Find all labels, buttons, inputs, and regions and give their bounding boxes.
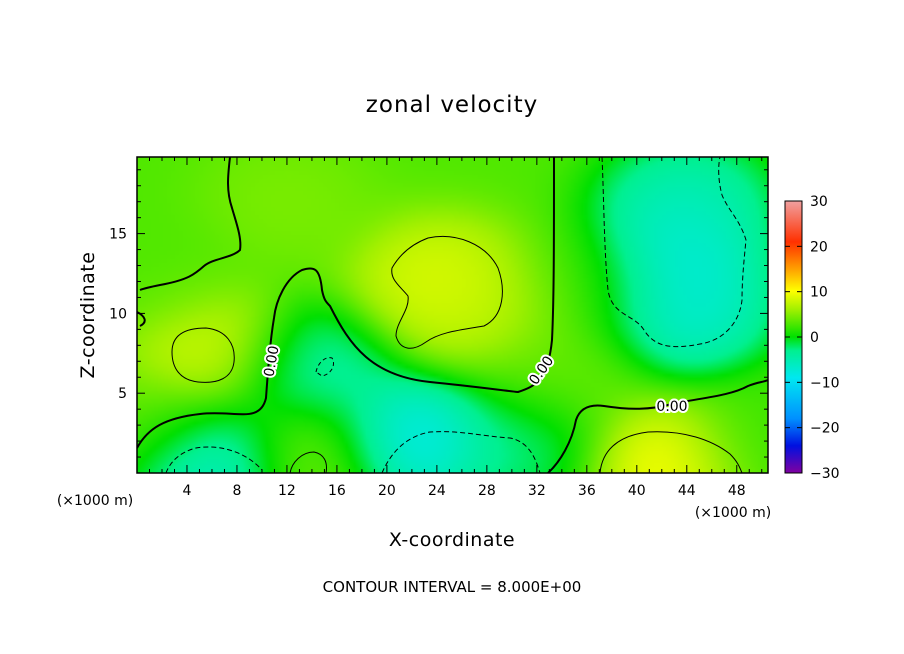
colorbar-tick-label: −10 (810, 375, 840, 391)
zero-contour-lower (547, 379, 768, 473)
y-axis-title: Z-coordinate (77, 252, 99, 379)
y-tick-label: 5 (118, 386, 127, 402)
x-tick-label: 44 (678, 483, 696, 499)
colorbar-tick-label: 20 (810, 239, 828, 255)
negative-contour-small (315, 357, 335, 377)
plot-frame (136, 156, 769, 474)
x-tick-label: 16 (328, 483, 346, 499)
x-unit-label-left: (×1000 m) (57, 493, 133, 509)
x-tick-label: 40 (628, 483, 646, 499)
contour-label: 0.00 (656, 399, 687, 415)
x-tick-label: 8 (232, 483, 241, 499)
colorbar-tick-label: −20 (810, 421, 840, 437)
colorbar-ticks: 30 20 10 0 −10 −20 −30 (785, 194, 840, 482)
contour-interval-text: CONTOUR INTERVAL = 8.000E+00 (323, 578, 582, 596)
negative-contour-bottom-center (381, 431, 541, 473)
colorbar-tick-label: 10 (810, 285, 828, 301)
negative-contour-bottom-left (165, 446, 263, 473)
positive-contour-bottom-small (289, 451, 327, 473)
x-tick-label: 4 (183, 483, 192, 499)
positive-contour-center (391, 236, 503, 349)
x-tick-label: 32 (528, 483, 546, 499)
x-tick-label: 12 (278, 483, 296, 499)
negative-contour-top-right (601, 157, 747, 348)
y-tick-label: 10 (109, 306, 127, 322)
x-tick-label: 24 (428, 483, 446, 499)
x-axis-title: X-coordinate (389, 529, 515, 551)
y-tick-label: 15 (109, 227, 127, 243)
chart-title: zonal velocity (366, 92, 538, 118)
x-tick-label: 48 (728, 483, 746, 499)
colorbar-tick-label: 0 (810, 330, 819, 346)
x-tick-label: 20 (378, 483, 396, 499)
colorbar-tick-label: −30 (810, 466, 840, 482)
positive-contour-left (171, 327, 235, 383)
x-unit-label-right: (×1000 m) (695, 505, 771, 521)
velocity-field (137, 157, 768, 473)
colorbar: 30 20 10 0 −10 −20 −30 (784, 194, 840, 482)
zero-contour-upper (139, 157, 242, 291)
colorbar-tick-label: 30 (810, 194, 828, 210)
x-tick-label: 28 (478, 483, 496, 499)
plot-area: 0.00 0.00 0.00 (136, 156, 769, 474)
x-tick-label: 36 (578, 483, 596, 499)
positive-contour-right (599, 431, 743, 473)
